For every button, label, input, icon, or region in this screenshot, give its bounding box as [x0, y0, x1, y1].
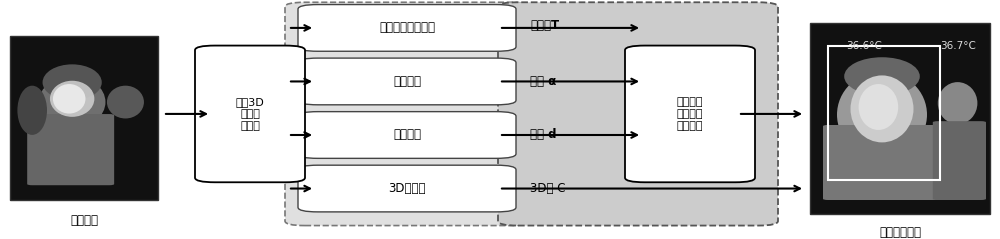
FancyBboxPatch shape	[298, 165, 516, 212]
FancyBboxPatch shape	[625, 46, 755, 182]
FancyBboxPatch shape	[195, 46, 305, 182]
Text: 红外人脸目标检测: 红外人脸目标检测	[379, 22, 435, 34]
FancyBboxPatch shape	[298, 58, 516, 105]
FancyBboxPatch shape	[933, 121, 986, 200]
Ellipse shape	[850, 76, 914, 142]
Ellipse shape	[53, 84, 85, 114]
FancyBboxPatch shape	[10, 37, 158, 201]
Ellipse shape	[837, 72, 927, 158]
Text: 角度 α: 角度 α	[530, 75, 556, 88]
Text: 3D框 C: 3D框 C	[530, 182, 566, 195]
FancyBboxPatch shape	[298, 5, 516, 51]
Text: 36.6°C: 36.6°C	[846, 41, 882, 51]
FancyBboxPatch shape	[298, 112, 516, 158]
Text: 输出红外图像: 输出红外图像	[879, 226, 921, 239]
Ellipse shape	[50, 81, 94, 117]
Text: 3D框估计: 3D框估计	[388, 182, 426, 195]
Ellipse shape	[938, 82, 977, 124]
Text: 36.7°C: 36.7°C	[940, 41, 976, 51]
Ellipse shape	[107, 86, 144, 119]
Ellipse shape	[859, 84, 898, 130]
Text: 输入图像: 输入图像	[70, 214, 98, 227]
FancyBboxPatch shape	[498, 2, 778, 226]
Text: 人脸温度
立体矫正
补偿网络: 人脸温度 立体矫正 补偿网络	[677, 97, 703, 130]
Text: 深度 d: 深度 d	[530, 129, 556, 141]
FancyBboxPatch shape	[823, 125, 941, 200]
Ellipse shape	[39, 76, 105, 128]
Ellipse shape	[17, 86, 47, 135]
Text: 温度场T: 温度场T	[530, 19, 559, 32]
Text: 目标3D
信息提
取网络: 目标3D 信息提 取网络	[236, 97, 264, 130]
FancyBboxPatch shape	[285, 2, 530, 226]
Text: 深度估计: 深度估计	[393, 129, 421, 141]
FancyBboxPatch shape	[810, 23, 990, 214]
Ellipse shape	[43, 64, 102, 100]
FancyBboxPatch shape	[27, 114, 114, 185]
Text: 角度估计: 角度估计	[393, 75, 421, 88]
Ellipse shape	[844, 57, 920, 96]
